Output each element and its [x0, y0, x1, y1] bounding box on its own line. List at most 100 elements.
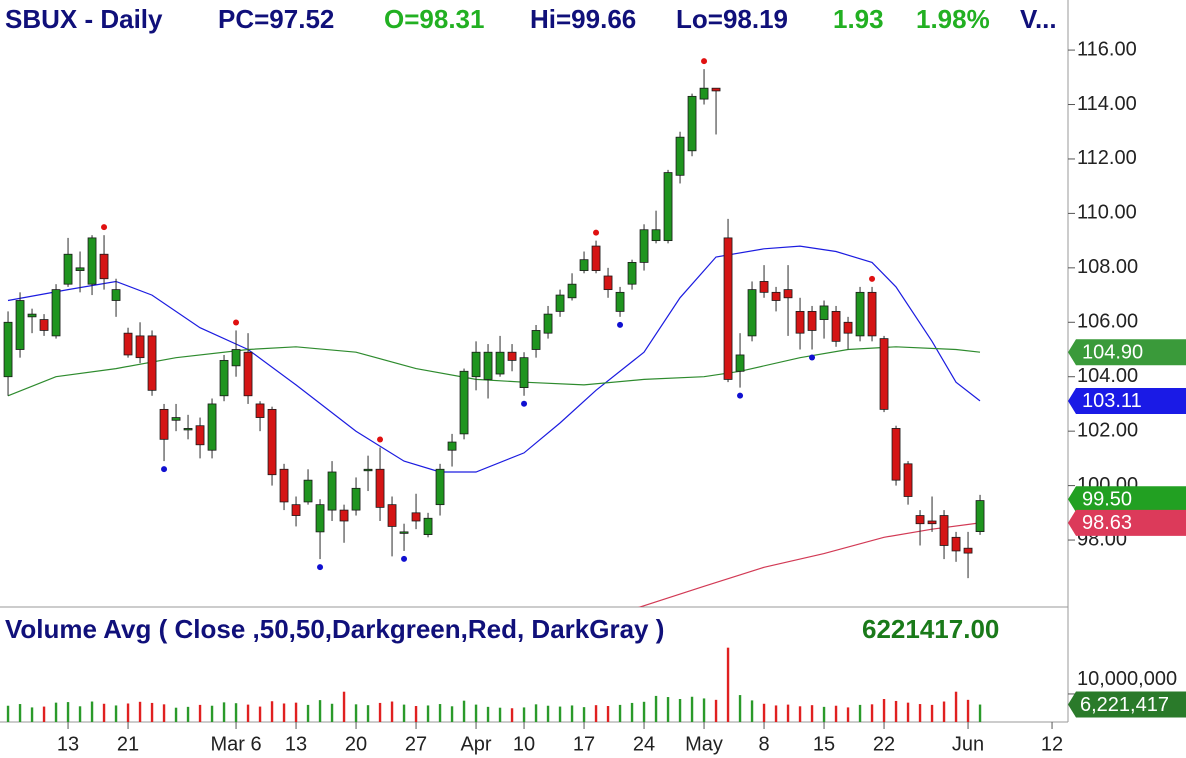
candle-body	[891, 428, 901, 481]
candle-body	[219, 359, 229, 397]
y-tick-label: 112.00	[1077, 147, 1137, 169]
candle-body	[543, 313, 553, 334]
candle-body	[627, 261, 637, 285]
candle-body	[639, 229, 649, 263]
volume-bar	[234, 703, 238, 722]
header-item: O=98.31	[384, 4, 484, 34]
candle-body	[75, 267, 85, 271]
x-tick-label: 10	[513, 733, 535, 755]
volume-bar	[966, 699, 970, 722]
candle-body	[447, 441, 457, 451]
volume-bar	[114, 705, 118, 722]
y-tick-label: 104.00	[1077, 365, 1138, 387]
candle-body	[975, 500, 985, 533]
candle-body	[483, 351, 493, 380]
candle-body	[411, 512, 421, 522]
volume-title: Volume Avg ( Close ,50,50,Darkgreen,Red,…	[5, 614, 664, 644]
candle-body	[435, 468, 445, 506]
volume-bar	[294, 702, 298, 722]
candle-body	[363, 468, 373, 472]
pivot-high-dot	[377, 436, 384, 443]
y-tick-label: 110.00	[1077, 202, 1137, 224]
pivot-low-dot	[401, 555, 408, 562]
candle-body	[171, 417, 181, 421]
volume-bar	[798, 706, 802, 722]
volume-tag	[1068, 691, 1186, 718]
candle-body	[663, 172, 673, 242]
volume-bar	[258, 706, 262, 722]
candle-body	[123, 332, 133, 356]
volume-bar	[726, 647, 730, 722]
candle-body	[459, 370, 469, 435]
candle-body	[27, 313, 37, 318]
candle-body	[723, 237, 733, 380]
x-tick-label: 24	[633, 733, 655, 755]
x-tick-label: 15	[813, 733, 835, 755]
price-tag-label: 99.50	[1082, 488, 1132, 510]
candle-body	[315, 504, 325, 533]
candle-body	[399, 531, 409, 534]
x-tick-label: Mar 6	[210, 733, 261, 755]
volume-bar	[78, 706, 82, 722]
volume-bar	[810, 705, 814, 722]
volume-bar	[918, 704, 922, 722]
candle-body	[423, 517, 433, 535]
volume-bar	[750, 700, 754, 722]
y-tick-label: 116.00	[1077, 38, 1137, 60]
volume-bar	[318, 700, 322, 722]
price-tag	[1068, 339, 1186, 366]
candle-body	[303, 479, 313, 503]
volume-bar	[102, 703, 106, 722]
volume-bar	[6, 705, 10, 722]
candle-body	[51, 289, 61, 337]
pivot-high-dot	[869, 275, 876, 282]
candle-body	[3, 321, 13, 378]
candle-body	[903, 463, 913, 497]
volume-bar	[450, 706, 454, 722]
x-tick-label: Apr	[460, 733, 491, 755]
volume-tag-label: 6,221,417	[1080, 694, 1169, 716]
candle-body	[675, 136, 685, 176]
volume-bar	[570, 705, 574, 722]
candle-body	[195, 425, 205, 446]
volume-bar	[246, 704, 250, 722]
pivot-high-dot	[233, 319, 240, 326]
header-item: 1.98%	[916, 4, 990, 34]
volume-bar	[138, 701, 142, 722]
y-tick-label: 108.00	[1077, 256, 1138, 278]
candle-body	[939, 515, 949, 546]
volume-bar	[342, 691, 346, 722]
volume-bar	[150, 702, 154, 722]
volume-bar	[306, 704, 310, 722]
volume-bar	[222, 702, 226, 722]
candle-body	[867, 291, 877, 337]
volume-bar	[390, 701, 394, 722]
volume-bar	[174, 707, 178, 722]
candle-body	[963, 547, 973, 554]
candle-body	[843, 321, 853, 334]
volume-bar	[42, 706, 46, 722]
price-tag	[1068, 486, 1186, 513]
pivot-low-dot	[521, 400, 528, 407]
price-tag-label: 98.63	[1082, 512, 1132, 534]
volume-bar	[822, 706, 826, 722]
candle-body	[783, 289, 793, 299]
volume-bar	[894, 700, 898, 722]
volume-bar	[90, 701, 94, 722]
volume-bar	[906, 702, 910, 722]
volume-bar	[210, 705, 214, 722]
y-tick-label: 102.00	[1077, 419, 1138, 441]
candle-body	[495, 351, 505, 375]
volume-bar	[714, 699, 718, 722]
candle-body	[615, 291, 625, 312]
volume-bar	[510, 708, 514, 722]
candle-body	[927, 520, 937, 525]
volume-bar	[126, 703, 130, 722]
x-tick-label: 20	[345, 733, 367, 755]
volume-bar	[846, 707, 850, 722]
x-tick-label: 8	[758, 733, 769, 755]
volume-bar	[282, 703, 286, 722]
x-tick-label: 17	[573, 733, 595, 755]
volume-bar	[870, 704, 874, 722]
candle-body	[111, 289, 121, 301]
